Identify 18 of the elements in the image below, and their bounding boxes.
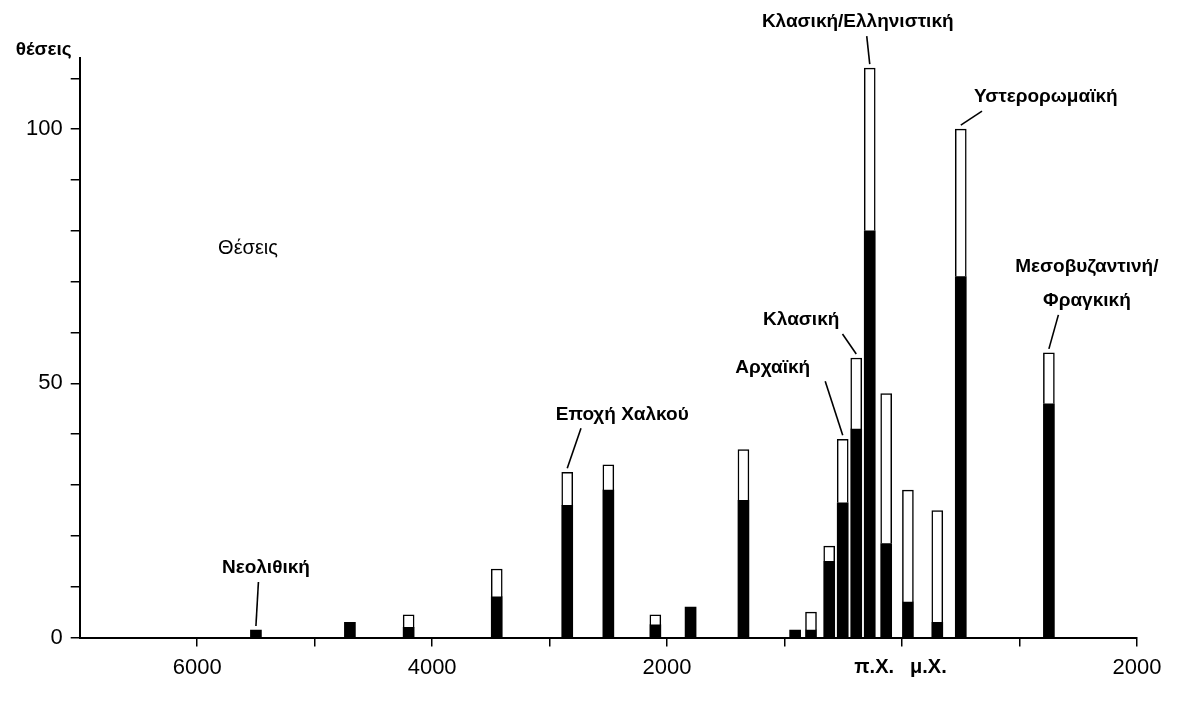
- x-tick-label: 4000: [407, 653, 457, 679]
- text: π.Χ.: [854, 655, 895, 678]
- text: μ.Χ.: [910, 655, 947, 678]
- annotation: Κλασική/Ελληνιστική: [761, 10, 954, 32]
- y-tick-label: 0: [50, 623, 63, 649]
- annotation: Μεσοβυζαντινή/ Φραγκική: [1015, 255, 1160, 311]
- x-tick-label: 2000: [642, 653, 692, 679]
- y-axis-title: θέσεις: [15, 38, 72, 60]
- annotation: Κλασική: [763, 308, 840, 330]
- y-tick-label: 50: [38, 369, 63, 395]
- annotation: Θέσεις: [218, 235, 279, 258]
- annotation: Αρχαϊκή: [735, 355, 811, 377]
- annotation: Νεολιθική: [221, 556, 310, 578]
- x-tick-label: 2000: [1112, 653, 1162, 679]
- annotation: Υστερορωμαϊκή: [973, 85, 1118, 107]
- y-tick-label: 100: [25, 115, 63, 141]
- x-tick-label: 6000: [172, 653, 222, 679]
- annotation: Εποχή Χαλκού: [555, 402, 689, 424]
